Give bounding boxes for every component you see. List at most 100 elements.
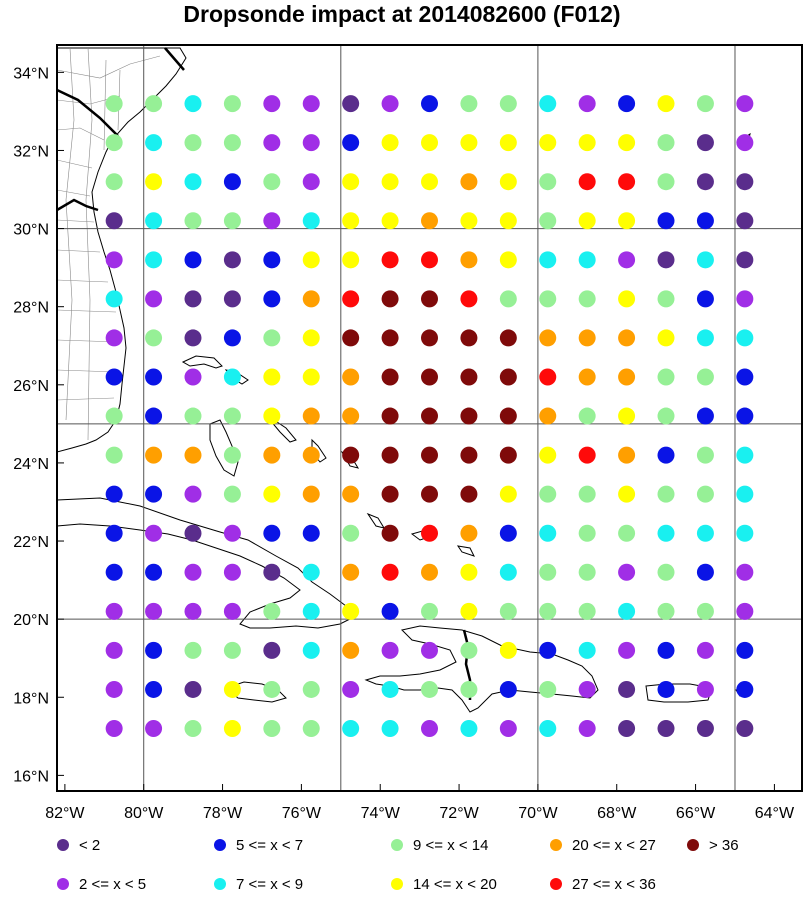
impact-dot [618,680,636,698]
impact-dot [145,407,163,425]
impact-dot [381,680,399,698]
map-title: Dropsonde impact at 2014082600 (F012) [183,1,620,27]
impact-dot [223,680,241,698]
x-tick-label: 80°W [124,805,164,822]
impact-dot [263,251,281,269]
impact-dot [105,290,123,308]
impact-dot [539,212,557,230]
impact-dot [539,485,557,503]
impact-dot [657,524,675,542]
impact-dot [539,407,557,425]
impact-dot [381,251,399,269]
impact-dot [105,563,123,581]
impact-dot [460,329,478,347]
impact-dot [184,290,202,308]
impact-dot [618,329,636,347]
impact-dot [263,563,281,581]
impact-dot [657,95,675,113]
impact-dot [421,641,438,659]
impact-dot [421,720,438,738]
impact-dot [421,134,438,152]
impact-dot [223,134,241,152]
impact-dot [263,95,281,113]
impact-dot [499,602,517,620]
impact-dot [460,95,478,113]
impact-dot [381,134,399,152]
legend-label: > 36 [709,837,739,854]
impact-dot [263,446,281,464]
impact-dot [499,290,517,308]
impact-dot [145,485,163,503]
impact-dot [578,524,596,542]
impact-dot [578,173,596,191]
impact-dot [421,173,438,191]
impact-dot [105,368,123,386]
impact-dot [381,720,399,738]
impact-dot [105,251,123,269]
impact-dot [499,134,517,152]
impact-dot [736,173,754,191]
impact-dot [657,329,675,347]
impact-dot [145,602,163,620]
y-tick-label: 18°N [13,690,49,707]
impact-dot [184,368,202,386]
impact-dot [105,212,123,230]
legend-label: < 2 [79,837,100,854]
impact-dot [381,446,399,464]
impact-dot [381,290,399,308]
impact-dot [539,680,557,698]
impact-dot [460,134,478,152]
impact-dot [184,680,202,698]
impact-dot [499,446,517,464]
impact-dot [696,407,714,425]
impact-dot [381,641,399,659]
impact-dot [302,95,320,113]
impact-dot [105,329,123,347]
legend-label: 9 <= x < 14 [413,837,488,854]
impact-dot [381,95,399,113]
impact-dot [421,290,438,308]
impact-dot [381,368,399,386]
impact-dot [381,524,399,542]
impact-dot [342,290,360,308]
impact-dot [302,329,320,347]
impact-dot [342,602,360,620]
x-tick-label: 68°W [597,805,637,822]
legend-swatch [57,839,69,851]
island-cuba [57,497,357,629]
impact-dot [342,251,360,269]
impact-dot [263,173,281,191]
impact-dot [736,134,754,152]
impact-dot [578,134,596,152]
impact-dot [223,602,241,620]
impact-dot [499,680,517,698]
impact-dot [460,173,478,191]
impact-dot [223,446,241,464]
impact-dot [223,212,241,230]
impact-dot [302,563,320,581]
impact-dot [736,680,754,698]
impact-dot [499,641,517,659]
impact-dot [105,446,123,464]
impact-dot [657,290,675,308]
impact-dot [696,446,714,464]
impact-dot [499,95,517,113]
impact-dot [302,641,320,659]
impact-dot [342,563,360,581]
legend-label: 27 <= x < 36 [572,876,656,893]
impact-dot [263,602,281,620]
impact-dot [223,368,241,386]
impact-dot [696,134,714,152]
impact-dot [421,329,438,347]
impact-dot [105,173,123,191]
x-tick-label: 66°W [676,805,716,822]
impact-dot [618,368,636,386]
impact-dot [302,368,320,386]
impact-dot [302,446,320,464]
impact-dot [618,290,636,308]
impact-dot [263,524,281,542]
impact-dot [184,173,202,191]
x-tick-label: 74°W [361,805,401,822]
y-tick-label: 32°N [13,143,49,160]
impact-dot [657,720,675,738]
